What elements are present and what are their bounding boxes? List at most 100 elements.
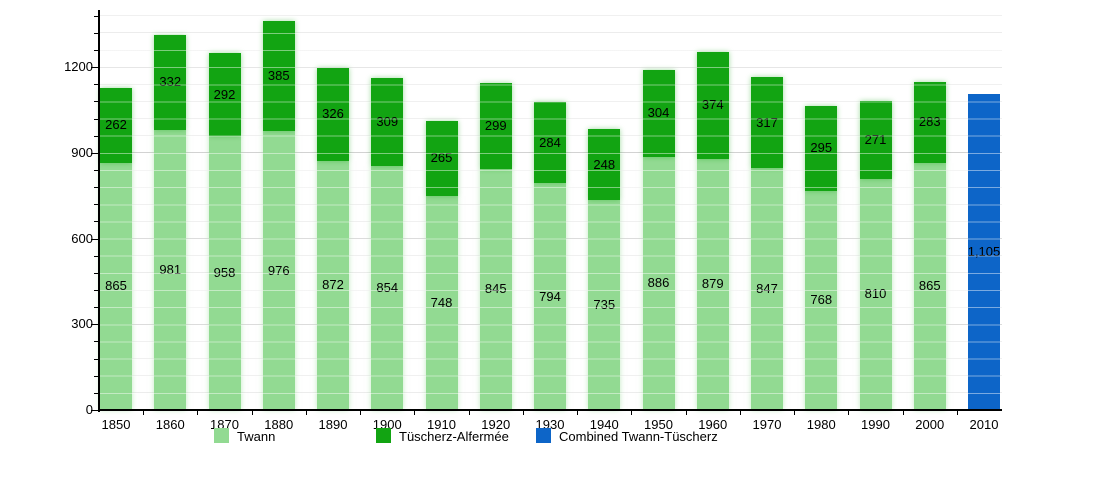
bar-value-twann: 794 — [539, 288, 561, 304]
minor-gridline — [100, 83, 1002, 85]
legend-swatch-icon — [536, 428, 551, 443]
y-axis-tick — [91, 238, 98, 240]
bar-value-twann: 976 — [267, 262, 290, 278]
bar-value-tuscherz-alfermee: 295 — [810, 140, 833, 156]
bar-segment-tuscherz-alfermee — [154, 34, 187, 130]
bar-value-tuscherz-alfermee: 265 — [430, 150, 453, 166]
bar-value-tuscherz-alfermee: 309 — [376, 113, 399, 129]
x-axis-tick — [143, 411, 145, 415]
bar-value-tuscherz-alfermee: 374 — [701, 97, 724, 113]
x-axis-tick — [414, 411, 416, 415]
bar-value-tuscherz-alfermee: 283 — [918, 114, 941, 130]
y-axis-tick — [91, 152, 98, 154]
bar-value-twann: 981 — [159, 261, 182, 277]
bar-value-tuscherz-alfermee: 248 — [593, 156, 616, 172]
bar-value-tuscherz-alfermee: 284 — [539, 134, 561, 150]
x-axis-label: 1910 — [427, 417, 456, 432]
bar-segment-twann — [588, 200, 621, 410]
y-axis-tick — [91, 324, 98, 326]
x-axis-tick — [360, 411, 362, 415]
x-axis-label: 1980 — [806, 417, 836, 432]
x-axis-tick — [848, 411, 850, 415]
y-axis-minor-tick — [94, 255, 98, 257]
x-axis-label: 1970 — [752, 417, 782, 432]
bar-value-tuscherz-alfermee: 271 — [864, 131, 887, 147]
x-axis-label: 1940 — [589, 417, 619, 432]
y-axis-tick — [91, 67, 98, 69]
bar-segment-twann — [534, 183, 566, 410]
bar-value-twann: 845 — [484, 281, 507, 297]
x-axis-tick — [577, 411, 579, 415]
bar-value-twann: 810 — [864, 286, 887, 302]
bar-value-tuscherz-alfermee: 326 — [322, 106, 344, 122]
y-axis-minor-tick — [94, 307, 98, 309]
minor-gridline — [100, 15, 1002, 17]
bar-value-twann: 748 — [430, 295, 453, 311]
y-axis-line — [98, 10, 100, 412]
legend-label: Twann — [237, 429, 276, 444]
x-axis-label: 1960 — [698, 417, 728, 432]
bar-value-twann: 865 — [918, 278, 941, 294]
x-axis-tick — [685, 411, 687, 415]
bar-segment-tuscherz-alfermee — [588, 129, 621, 200]
x-axis-tick — [251, 411, 253, 415]
y-axis-minor-tick — [94, 135, 98, 137]
bar-segment-twann — [425, 196, 458, 410]
bar-value-twann: 958 — [213, 265, 236, 281]
y-axis-minor-tick — [94, 15, 98, 17]
bar-value-twann: 847 — [756, 281, 778, 296]
x-axis-label: 2010 — [969, 417, 999, 432]
x-axis-tick — [197, 411, 199, 415]
bar-value-twann: 735 — [593, 297, 616, 312]
x-axis-label: 1850 — [101, 417, 131, 432]
bar-segment-twann — [154, 129, 187, 410]
x-axis-tick — [522, 411, 524, 415]
y-axis-label: 900 — [71, 144, 93, 160]
bar-segment-twann — [751, 168, 783, 410]
y-axis-minor-tick — [94, 84, 98, 86]
bar-value-tuscherz-alfermee: 385 — [267, 68, 290, 84]
y-axis-minor-tick — [94, 50, 98, 51]
y-axis-minor-tick — [94, 358, 98, 360]
x-axis-line — [98, 409, 1002, 411]
x-axis-label: 1990 — [861, 417, 890, 432]
legend-label: Tüscherz-Alfermée — [399, 429, 509, 444]
bar-value-tuscherz-alfermee: 304 — [647, 105, 670, 121]
bar-segment-twann — [208, 136, 241, 410]
y-axis-minor-tick — [94, 290, 98, 291]
y-axis-minor-tick — [94, 392, 98, 394]
x-axis-tick — [305, 411, 307, 415]
x-axis-tick — [956, 411, 958, 415]
x-axis-label: 1890 — [318, 417, 348, 432]
bar-value-twann: 872 — [322, 277, 344, 293]
x-axis-tick — [631, 411, 633, 415]
bar-value-tuscherz-alfermee: 262 — [105, 117, 127, 133]
y-axis-label: 600 — [71, 230, 93, 246]
y-axis-minor-tick — [94, 118, 98, 120]
bar-segment-tuscherz-alfermee — [696, 52, 729, 159]
y-axis-minor-tick — [94, 341, 98, 343]
x-axis-label: 2000 — [915, 417, 945, 432]
bar-segment-twann — [696, 158, 729, 410]
y-axis-minor-tick — [94, 221, 98, 223]
bar-value-tuscherz-alfermee: 332 — [159, 74, 182, 90]
legend-swatch-icon — [214, 428, 229, 443]
x-axis-tick — [739, 411, 741, 415]
bar-segment-tuscherz-alfermee — [642, 70, 675, 157]
y-axis-minor-tick — [94, 375, 98, 377]
y-axis-minor-tick — [94, 272, 98, 274]
bar-value-tuscherz-alfermee: 292 — [213, 86, 236, 102]
bar-segment-combined — [968, 94, 1000, 410]
y-axis-label: 0 — [85, 402, 93, 417]
bar-segment-twann — [479, 168, 512, 410]
x-axis-label: 1950 — [644, 417, 673, 432]
bar-segment-tuscherz-alfermee — [751, 77, 783, 168]
y-axis-minor-tick — [94, 101, 98, 103]
bar-segment-tuscherz-alfermee — [805, 106, 838, 191]
bar-segment-twann — [262, 131, 295, 410]
x-axis-label: 1920 — [481, 417, 511, 432]
bar-segment-tuscherz-alfermee — [317, 67, 349, 161]
x-axis-tick — [468, 411, 470, 415]
x-axis-tick — [902, 411, 904, 415]
